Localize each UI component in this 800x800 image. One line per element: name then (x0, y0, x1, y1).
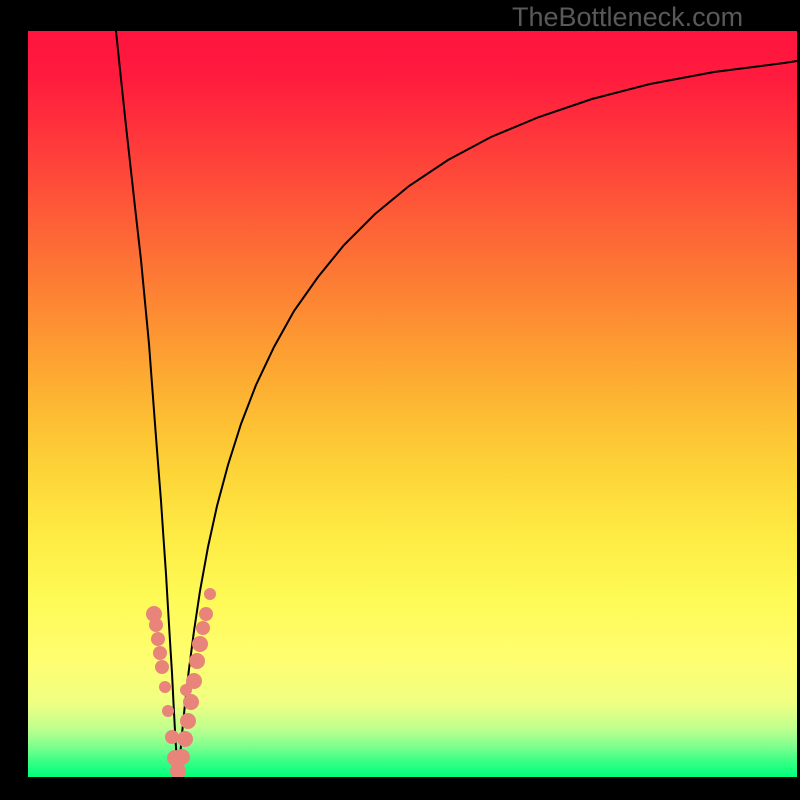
data-marker (174, 749, 190, 765)
data-marker (149, 618, 163, 632)
data-marker (189, 653, 205, 669)
data-marker (159, 681, 171, 693)
data-marker (151, 632, 165, 646)
data-marker (196, 621, 210, 635)
data-marker (204, 588, 216, 600)
data-marker (180, 713, 196, 729)
data-marker (192, 636, 208, 652)
data-marker (183, 694, 199, 710)
data-marker (155, 660, 169, 674)
watermark-text: TheBottleneck.com (512, 2, 743, 33)
data-marker (177, 731, 193, 747)
chart-canvas: TheBottleneck.com (0, 0, 800, 800)
gradient-background (28, 31, 797, 777)
data-marker (153, 646, 167, 660)
data-marker (162, 705, 174, 717)
data-marker (186, 673, 202, 689)
data-marker (165, 730, 179, 744)
data-marker (199, 607, 213, 621)
bottleneck-chart (28, 31, 797, 777)
